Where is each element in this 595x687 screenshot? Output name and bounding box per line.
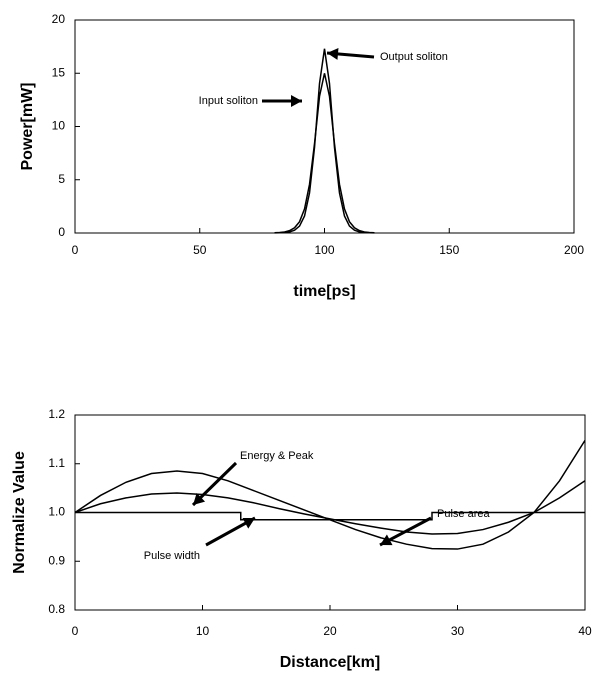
x-tick-label: 0	[72, 243, 79, 257]
y-axis-label: Power[mW]	[19, 83, 36, 171]
y-tick-label: 1.1	[48, 456, 65, 470]
x-tick-label: 100	[314, 243, 334, 257]
annotation: Pulse area	[437, 508, 490, 520]
x-tick-label: 0	[72, 624, 79, 638]
x-tick-label: 50	[193, 243, 207, 257]
y-tick-label: 5	[58, 172, 65, 186]
x-tick-label: 200	[564, 243, 584, 257]
x-axis-label: Distance[km]	[280, 654, 380, 671]
series-line	[75, 511, 585, 521]
annotation: Input soliton	[199, 95, 258, 107]
y-tick-label: 0	[58, 225, 65, 239]
series-line	[274, 48, 375, 234]
annotation: Output soliton	[380, 51, 448, 63]
x-tick-label: 30	[451, 624, 465, 638]
arrow-head	[380, 534, 393, 546]
y-tick-label: 0.8	[48, 602, 65, 616]
y-tick-label: 15	[52, 65, 66, 79]
y-tick-label: 0.9	[48, 553, 65, 567]
series-line	[74, 480, 586, 535]
y-tick-label: 20	[52, 12, 66, 26]
arrow-head	[242, 518, 255, 529]
x-tick-label: 10	[196, 624, 210, 638]
arrow-head	[291, 95, 302, 107]
annotation: Energy & Peak	[240, 450, 314, 462]
annotation: Pulse width	[144, 550, 200, 562]
y-tick-label: 10	[52, 119, 66, 133]
x-tick-label: 150	[439, 243, 459, 257]
arrow-head	[327, 47, 339, 60]
y-axis-label: Normalize Value	[11, 451, 28, 574]
x-tick-label: 40	[578, 624, 592, 638]
x-tick-label: 20	[323, 624, 337, 638]
y-tick-label: 1.0	[48, 505, 65, 519]
x-axis-label: time[ps]	[293, 283, 355, 300]
arrow-head	[193, 493, 206, 505]
y-tick-label: 1.2	[48, 407, 65, 421]
series-line	[274, 73, 375, 234]
